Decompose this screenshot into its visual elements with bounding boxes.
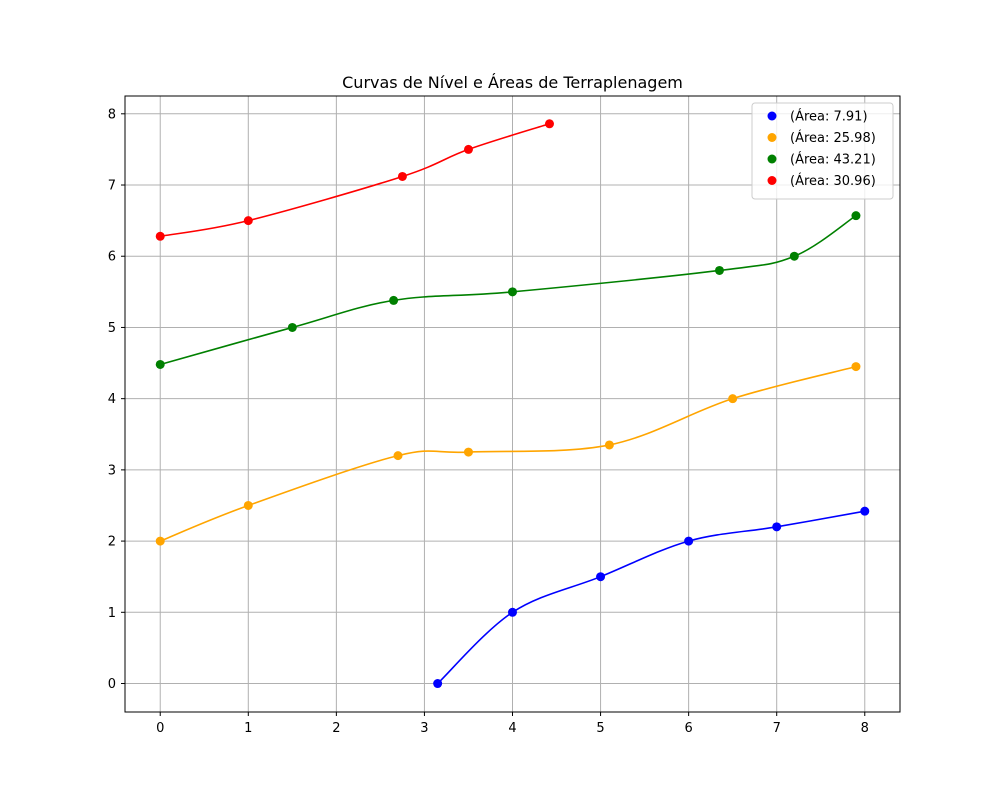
legend-marker-0 (767, 111, 777, 121)
data-point-0-4 (772, 522, 782, 532)
y-tick-label-8: 8 (108, 107, 116, 122)
series-line-2 (160, 214, 857, 366)
y-tick-label-5: 5 (108, 321, 116, 336)
x-tick-label-2: 2 (332, 721, 340, 736)
y-axis-ticks: 0 1 2 3 4 5 6 7 8 (108, 107, 125, 692)
data-point-1-5 (728, 394, 738, 404)
data-point-1-0 (155, 536, 165, 546)
series-0 (433, 506, 870, 689)
x-tick-label-6: 6 (684, 721, 692, 736)
y-tick-label-3: 3 (108, 463, 116, 478)
data-point-2-1 (287, 322, 297, 332)
series-line-1 (159, 365, 857, 542)
legend: (Área: 7.91) (Área: 25.98) (Área: 43.21)… (751, 102, 894, 200)
legend-marker-1 (767, 133, 777, 142)
data-point-3-2 (397, 171, 407, 181)
y-tick-label-1: 1 (108, 606, 116, 621)
x-tick-label-5: 5 (596, 721, 604, 736)
series-2 (155, 211, 861, 369)
y-tick-label-0: 0 (108, 677, 116, 692)
grid (125, 96, 900, 712)
data-point-2-5 (789, 251, 799, 261)
x-tick-label-8: 8 (861, 721, 869, 736)
series-line-0 (437, 510, 865, 685)
data-point-0-1 (508, 607, 517, 617)
data-point-3-1 (243, 216, 253, 226)
chart-title: Curvas de Nível e Áreas de Terraplenagem (342, 73, 683, 92)
legend-label-3: (Área: 30.96) (790, 173, 876, 189)
data-point-3-3 (463, 144, 473, 154)
series-line-3 (160, 123, 550, 238)
y-tick-label-4: 4 (108, 392, 116, 407)
data-point-0-5 (860, 506, 870, 516)
series-3 (155, 119, 554, 241)
legend-marker-3 (767, 176, 777, 185)
legend-label-2: (Área: 43.21) (790, 152, 876, 168)
legend-marker-2 (767, 154, 777, 164)
series-1 (155, 362, 861, 546)
x-tick-label-3: 3 (420, 721, 428, 736)
x-axis-ticks: 0 1 2 3 4 5 6 7 8 (156, 712, 869, 736)
y-tick-label-2: 2 (108, 535, 116, 550)
data-point-3-4 (544, 119, 554, 129)
data-point-1-6 (851, 362, 861, 372)
x-tick-label-0: 0 (156, 721, 164, 736)
data-point-1-3 (463, 447, 473, 457)
data-point-2-6 (851, 211, 861, 221)
data-point-2-3 (508, 287, 517, 297)
data-point-1-2 (393, 451, 403, 461)
data-point-0-2 (596, 572, 606, 582)
legend-label-1: (Área: 25.98) (790, 130, 876, 146)
legend-box (751, 102, 894, 200)
data-point-1-1 (243, 500, 253, 510)
data-point-2-4 (714, 265, 724, 275)
x-tick-label-7: 7 (773, 721, 781, 736)
x-tick-label-4: 4 (508, 721, 516, 736)
y-tick-label-6: 6 (108, 250, 116, 265)
y-tick-label-7: 7 (108, 179, 116, 194)
legend-label-0: (Área: 7.91) (790, 109, 868, 125)
data-point-0-0 (433, 679, 443, 689)
data-point-3-0 (155, 231, 165, 241)
data-point-0-3 (684, 536, 694, 546)
data-point-2-0 (155, 359, 165, 369)
x-tick-label-1: 1 (244, 721, 252, 736)
data-point-2-2 (389, 295, 399, 305)
data-point-1-4 (604, 440, 614, 450)
series-layer (155, 119, 870, 689)
